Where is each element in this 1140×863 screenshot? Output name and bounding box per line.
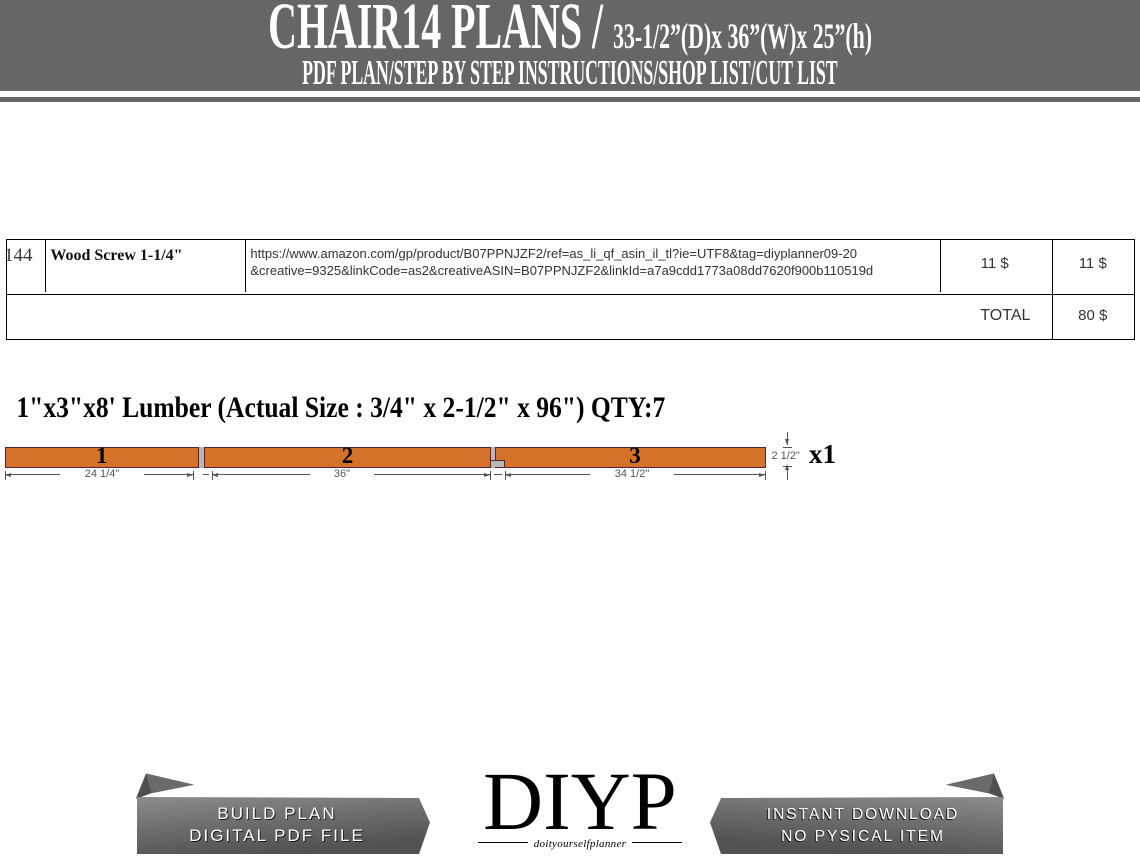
svg-text:DIGITAL PDF FILE: DIGITAL PDF FILE [189, 826, 365, 845]
svg-text:INSTANT DOWNLOAD: INSTANT DOWNLOAD [767, 806, 959, 823]
svg-text:BUILD PLAN: BUILD PLAN [217, 804, 336, 823]
svg-text:NO PYSICAL ITEM: NO PYSICAL ITEM [781, 828, 945, 845]
